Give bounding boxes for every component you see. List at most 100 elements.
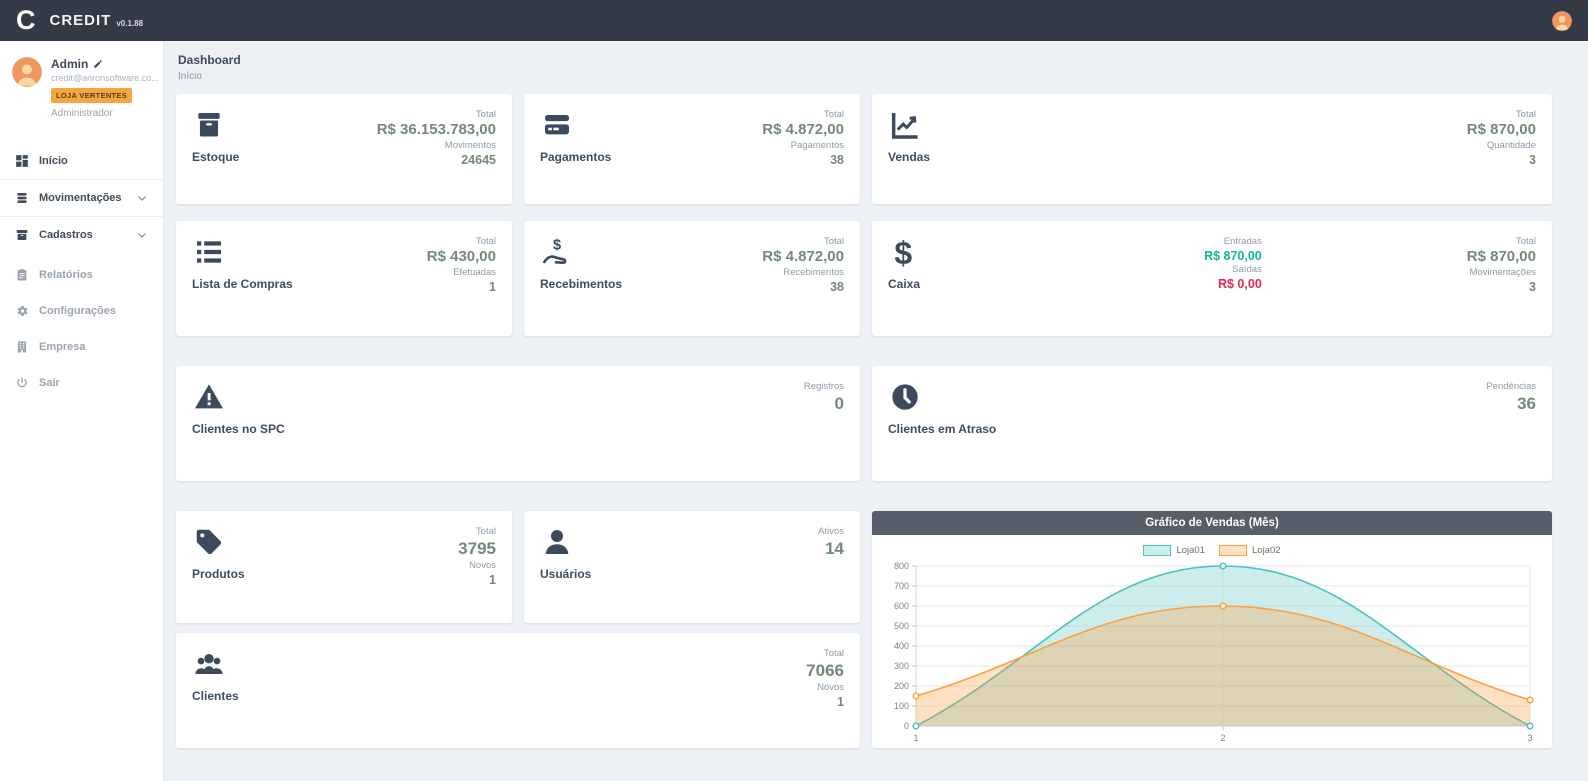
sidebar-user-avatar[interactable] — [12, 57, 42, 87]
stat-label: Saídas — [1232, 264, 1262, 276]
stat-value: R$ 430,00 — [426, 247, 496, 265]
building-icon — [15, 340, 29, 354]
sidebar-item-empresa[interactable]: Empresa — [0, 329, 163, 365]
edit-pencil-icon[interactable] — [93, 59, 103, 69]
breadcrumb: Dashboard Início — [176, 51, 1552, 94]
card-title: Clientes em Atraso — [888, 422, 997, 436]
sidebar-item-sair[interactable]: Sair — [0, 365, 163, 401]
stat-value: 3 — [1529, 279, 1536, 294]
card-recebimentos: $ Recebimentos Total R$ 4.872,00 Recebim… — [524, 221, 860, 336]
svg-text:500: 500 — [894, 621, 909, 631]
clipboard-icon — [15, 268, 29, 282]
stat-label: Pendências — [1486, 381, 1536, 392]
stat-label: Pagamentos — [790, 139, 844, 151]
svg-text:$: $ — [894, 236, 912, 268]
chart-line-icon — [891, 113, 918, 139]
grid-icon — [15, 154, 29, 168]
card-clientes-atraso: Clientes em Atraso Pendências 36 — [872, 366, 1552, 481]
user-box: Admin credit@anronsoftware.co... LOJA VE… — [0, 41, 163, 129]
topbar: C CREDIT v0.1.88 — [0, 0, 1588, 41]
sidebar-item-movimentacoes[interactable]: Movimentações — [0, 179, 163, 216]
user-icon — [545, 530, 569, 554]
stat-label: Novos — [817, 681, 844, 693]
stat-value: 24645 — [461, 152, 496, 167]
brand-name: CREDIT — [49, 12, 112, 29]
user-email: credit@anronsoftware.co... — [51, 73, 159, 83]
stat-value-saidas: R$ 0,00 — [1217, 277, 1262, 291]
card-clientes-spc: Clientes no SPC Registros 0 — [176, 366, 860, 481]
sales-chart-card: Gráfico de Vendas (Mês) Loja01 Loja02 0 10… — [872, 511, 1552, 748]
card-title: Produtos — [192, 567, 245, 581]
sales-area-chart: 0 100 200 300 400 500 600 700 800 1 2 3 — [894, 561, 1534, 743]
archive-icon — [15, 228, 29, 242]
power-icon — [15, 376, 29, 390]
stat-label: Ativos — [818, 526, 844, 537]
stat-label: Total — [823, 236, 844, 247]
credit-card-icon — [545, 115, 569, 135]
stat-value: 36 — [1517, 393, 1536, 413]
app-version: v0.1.88 — [116, 19, 144, 28]
sidebar-menu: Início Movimentações — [0, 143, 163, 401]
card-produtos: Produtos Total 3795 Novos 1 — [176, 511, 512, 623]
user-name: Admin — [51, 57, 151, 71]
stat-label: Quantidade — [1486, 139, 1536, 151]
svg-text:3: 3 — [1527, 733, 1532, 743]
svg-text:300: 300 — [894, 661, 909, 671]
stat-label: Total — [1515, 236, 1536, 247]
breadcrumb-subtitle: Início — [178, 71, 202, 82]
stat-value: R$ 870,00 — [1466, 247, 1536, 265]
sidebar-item-relatorios[interactable]: Relatórios — [0, 257, 163, 293]
stat-label: Total — [475, 236, 496, 247]
legend-item-loja01[interactable]: Loja01 — [1143, 545, 1205, 556]
stat-value: 1 — [837, 694, 844, 709]
card-title: Estoque — [192, 150, 240, 164]
clock-icon — [892, 384, 918, 410]
app-logo: C — [16, 5, 36, 35]
chevron-down-icon — [136, 192, 148, 204]
legend-swatch — [1219, 545, 1247, 556]
card-title: Vendas — [888, 150, 931, 164]
store-badge: LOJA VERTENTES — [51, 88, 133, 103]
stat-label: Novos — [469, 559, 496, 571]
sidebar: Admin credit@anronsoftware.co... LOJA VE… — [0, 41, 164, 781]
warning-icon — [195, 384, 223, 409]
stat-value: 38 — [830, 279, 844, 294]
stat-value: R$ 36.153.783,00 — [376, 120, 496, 138]
stat-value: 14 — [825, 538, 844, 558]
page-title: Dashboard — [178, 53, 241, 67]
stat-value: R$ 870,00 — [1466, 120, 1536, 138]
sidebar-item-cadastros[interactable]: Cadastros — [0, 216, 163, 253]
topbar-user-avatar[interactable] — [1552, 10, 1572, 31]
user-avatar-icon — [1552, 10, 1572, 31]
stat-label: Total — [823, 648, 844, 659]
svg-text:0: 0 — [904, 721, 909, 731]
card-estoque: Estoque Total R$ 36.153.783,00 Movimento… — [176, 94, 512, 204]
card-lista-compras: Lista de Compras Total R$ 430,00 Efetuad… — [176, 221, 512, 336]
stat-label: Total — [475, 109, 496, 120]
user-avatar-icon — [12, 57, 42, 87]
stat-value: 0 — [834, 393, 844, 413]
legend-item-loja02[interactable]: Loja02 — [1219, 545, 1281, 556]
sidebar-item-inicio[interactable]: Início — [0, 143, 163, 179]
svg-text:600: 600 — [894, 601, 909, 611]
chart-title: Gráfico de Vendas (Mês) — [872, 511, 1552, 535]
stat-label: Total — [823, 109, 844, 120]
card-title: Usuários — [540, 567, 592, 581]
stat-value: 1 — [489, 279, 496, 294]
svg-text:$: $ — [553, 237, 561, 253]
stat-value-entradas: R$ 870,00 — [1204, 248, 1262, 263]
stat-value: 38 — [830, 152, 844, 167]
card-title: Clientes no SPC — [192, 422, 285, 436]
sidebar-item-configuracoes[interactable]: Configurações — [0, 293, 163, 329]
hand-dollar-icon: $ — [543, 237, 567, 264]
main-content: Dashboard Início Estoque Total R$ 36.153… — [164, 41, 1588, 781]
stat-value: 3 — [1529, 152, 1536, 167]
stat-label: Registros — [803, 381, 844, 392]
stat-label: Entradas — [1223, 236, 1262, 247]
list-icon — [197, 241, 221, 263]
stat-label: Total — [1515, 109, 1536, 120]
card-vendas: Vendas Total R$ 870,00 Quantidade 3 — [872, 94, 1552, 204]
stat-label: Recebimentos — [783, 266, 844, 278]
card-title: Clientes — [192, 689, 239, 703]
chart-legend: Loja01 Loja02 — [1143, 545, 1281, 556]
